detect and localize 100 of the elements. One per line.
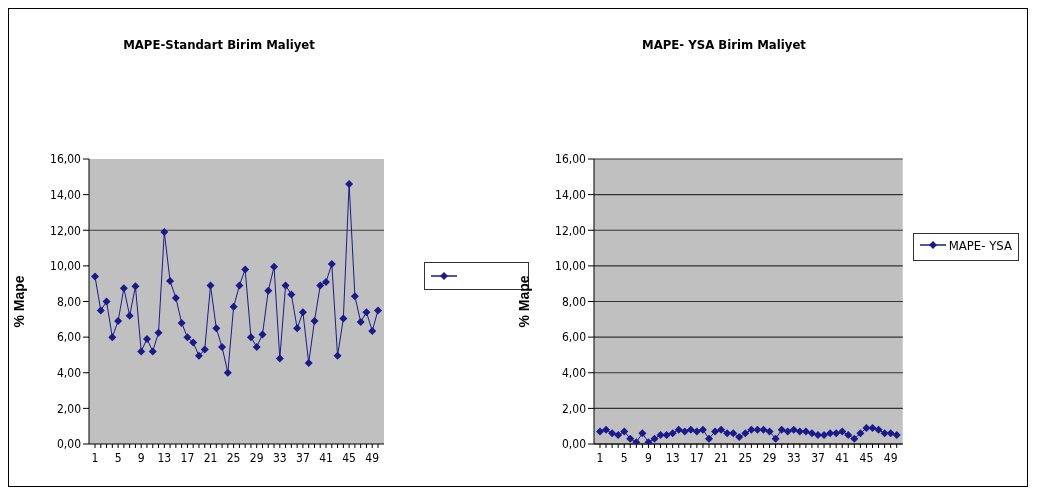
point	[662, 431, 671, 440]
point	[119, 284, 128, 293]
point	[717, 425, 726, 434]
point	[194, 351, 203, 360]
point	[795, 427, 804, 436]
point	[160, 228, 169, 237]
chart-title: MAPE- YSA Birim Maliyet	[641, 37, 807, 52]
point	[801, 427, 810, 436]
y-tick-label: 14,00	[50, 187, 82, 202]
point	[96, 306, 105, 315]
point	[892, 431, 901, 440]
point	[166, 277, 175, 286]
x-tick-label: 29	[762, 451, 777, 465]
point	[212, 324, 221, 333]
point	[275, 354, 284, 363]
point	[171, 293, 180, 302]
point	[350, 292, 359, 301]
x-tick-label: 13	[665, 451, 680, 465]
y-tick-label: 10,00	[555, 259, 587, 274]
x-tick-label: 45	[859, 451, 874, 465]
point	[686, 425, 695, 434]
point	[777, 425, 786, 434]
x-tick-label: 25	[738, 451, 753, 465]
point	[189, 338, 198, 347]
point	[850, 434, 859, 443]
point	[206, 281, 215, 290]
x-tick-label: 5	[114, 451, 122, 465]
point	[281, 281, 290, 290]
chart-title: MAPE-Standart Birim Maliyet	[122, 37, 316, 52]
point	[137, 347, 146, 356]
point	[235, 281, 244, 290]
point	[674, 425, 683, 434]
x-tick-label: 17	[180, 451, 195, 465]
point	[626, 434, 635, 443]
point	[656, 431, 665, 440]
point	[304, 358, 313, 367]
x-tick-label: 9	[645, 451, 653, 465]
point	[807, 429, 816, 438]
x-tick-label: 45	[342, 451, 356, 465]
x-tick-label: 1	[596, 451, 604, 465]
point	[698, 425, 707, 434]
x-tick-label: 13	[157, 451, 172, 465]
point	[771, 434, 780, 443]
point	[293, 324, 302, 333]
point	[844, 431, 853, 440]
point	[638, 429, 647, 438]
point	[345, 179, 354, 188]
point	[668, 429, 677, 438]
x-tick-label: 37	[811, 451, 825, 465]
point	[620, 427, 629, 436]
point	[608, 429, 617, 438]
point	[252, 342, 261, 351]
x-tick-label: 5	[620, 451, 628, 465]
x-tick-label: 49	[365, 451, 380, 465]
x-tick-label: 21	[203, 451, 218, 465]
point	[368, 326, 377, 335]
point	[856, 429, 865, 438]
point	[356, 317, 365, 326]
point	[838, 427, 847, 436]
x-tick-label: 49	[883, 451, 898, 465]
point	[723, 429, 732, 438]
x-tick-label: 21	[714, 451, 728, 465]
point	[374, 306, 382, 315]
point	[148, 347, 157, 356]
y-tick-label: 12,00	[555, 223, 587, 238]
x-tick-label: 33	[786, 451, 801, 465]
point	[765, 427, 774, 436]
y-tick-label: 10,00	[50, 259, 82, 274]
point	[874, 425, 883, 434]
y-axis-title: % Mape	[515, 275, 532, 328]
point	[114, 317, 123, 326]
point	[650, 434, 659, 443]
point	[154, 328, 163, 337]
point	[814, 431, 822, 440]
point	[789, 425, 798, 434]
point	[614, 431, 623, 440]
point	[223, 368, 232, 377]
point	[729, 429, 738, 438]
x-tick-label: 41	[319, 451, 333, 465]
x-tick-label: 25	[226, 451, 241, 465]
y-tick-label: 2,00	[561, 401, 587, 416]
point	[327, 260, 336, 269]
point	[177, 318, 186, 327]
y-tick-label: 6,00	[56, 330, 82, 345]
x-tick-label: 9	[137, 451, 145, 465]
y-tick-label: 4,00	[561, 366, 587, 381]
point	[125, 311, 134, 320]
y-tick-label: 0,00	[56, 437, 82, 452]
point	[596, 427, 604, 436]
point	[142, 334, 151, 343]
point	[310, 317, 319, 326]
point	[705, 434, 713, 443]
point	[339, 314, 348, 323]
y-tick-label: 12,00	[50, 223, 82, 238]
point	[287, 290, 296, 299]
point	[258, 330, 267, 339]
point	[246, 333, 255, 342]
point	[880, 429, 889, 438]
x-tick-label: 33	[272, 451, 287, 465]
point	[747, 425, 756, 434]
